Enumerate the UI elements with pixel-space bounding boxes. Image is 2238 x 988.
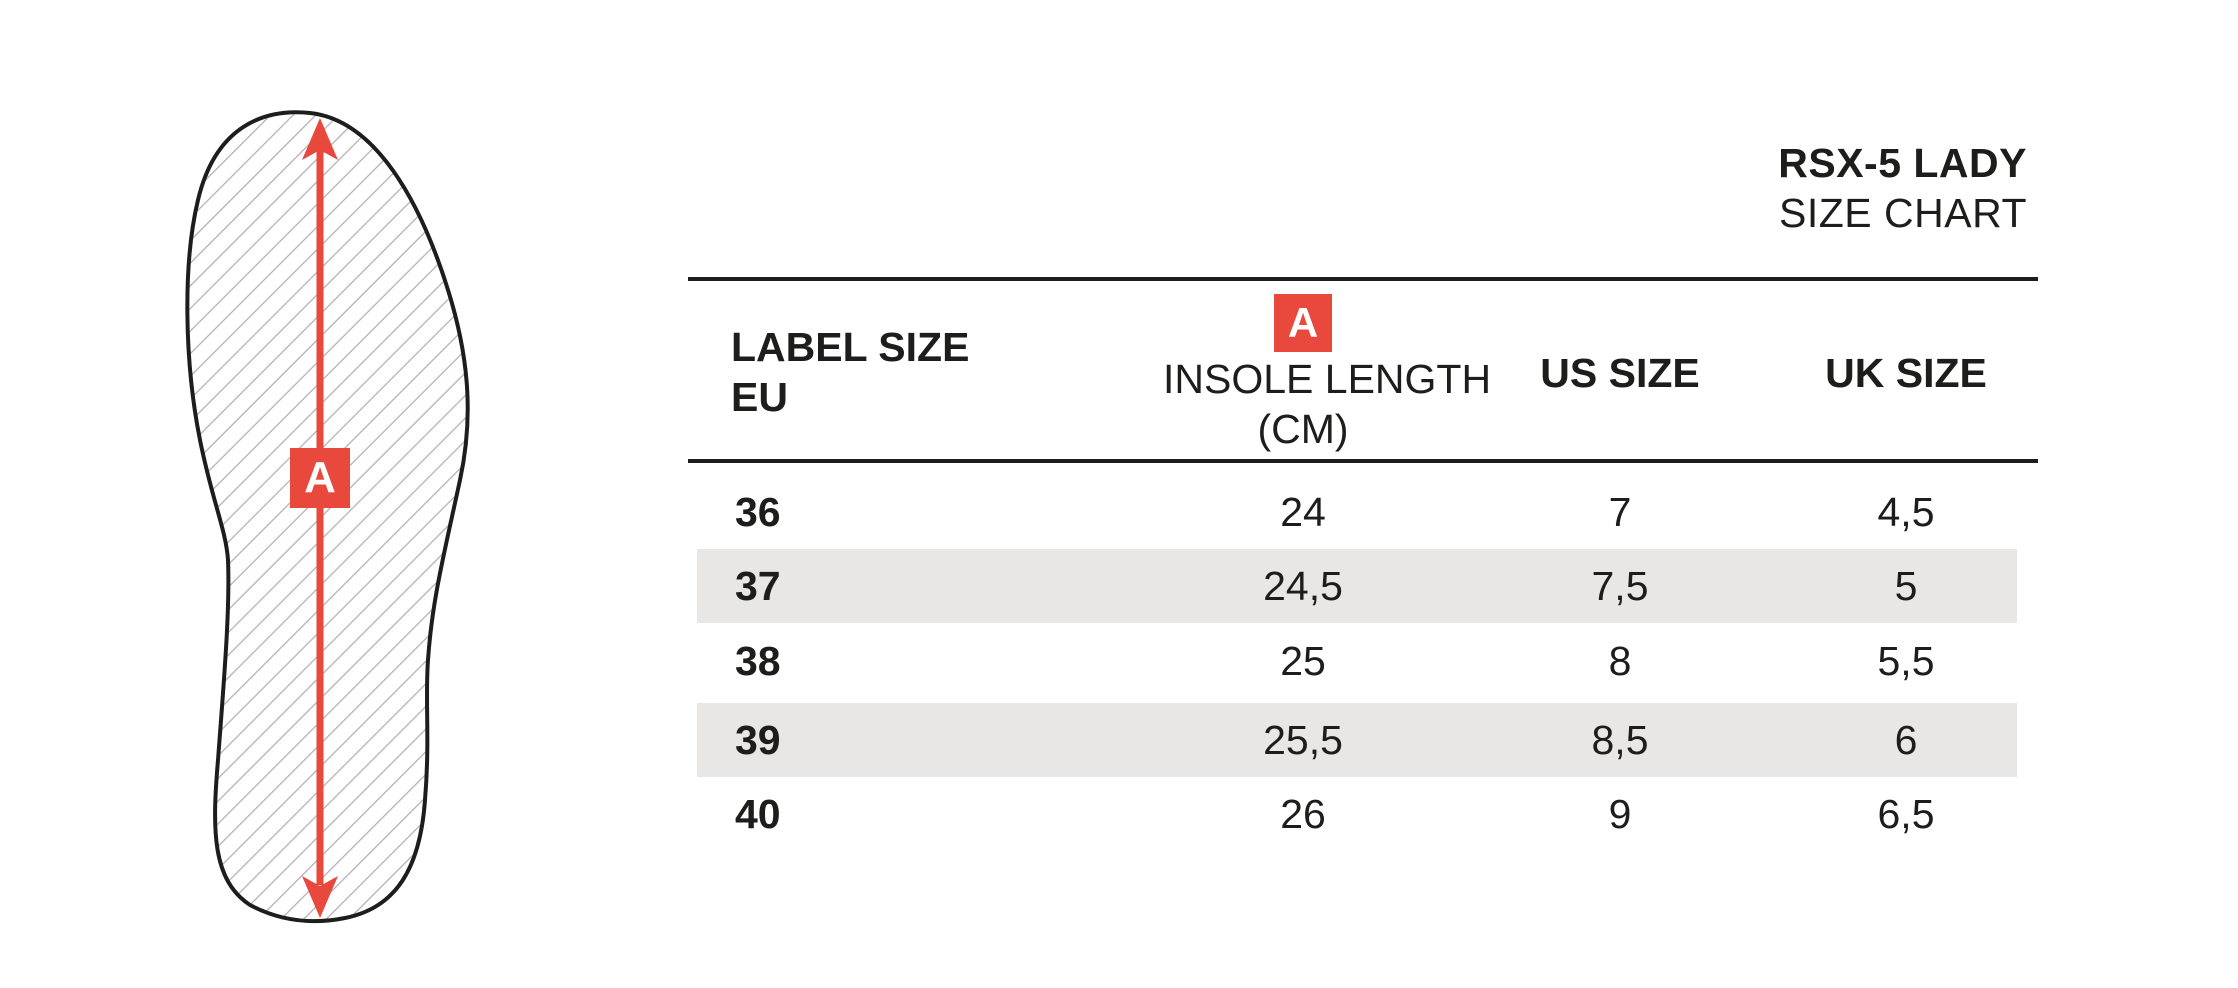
cell-us-size: 8	[1608, 638, 1632, 684]
table-row: 36 24 7 4,5	[697, 475, 2017, 549]
cell-insole-length: 25,5	[1263, 717, 1343, 763]
cell-uk-size: 5,5	[1877, 638, 1935, 684]
marker-a-box	[290, 448, 350, 508]
header-label-size: LABEL SIZE EU	[731, 322, 969, 422]
cell-eu-size: 37	[735, 563, 781, 609]
cell-us-size: 8,5	[1591, 717, 1649, 763]
cell-us-size: 7	[1608, 489, 1632, 535]
product-name: RSX-5 LADY	[1778, 140, 2027, 186]
table-top-rule	[688, 277, 2038, 281]
header-uk-size: UK SIZE	[1825, 350, 1987, 396]
cell-insole-length: 25	[1280, 638, 1326, 684]
cell-eu-size: 38	[735, 638, 781, 684]
table-row: 40 26 9 6,5	[697, 777, 2017, 851]
table-row: 38 25 8 5,5	[697, 624, 2017, 698]
header-insole-unit: (CM)	[1257, 406, 1349, 453]
header-insole-length: A INSOLE LENGTH (CM)	[1163, 294, 1492, 454]
header-us-size: US SIZE	[1540, 350, 1700, 396]
cell-eu-size: 40	[735, 791, 781, 837]
arrow-head-down-icon	[302, 876, 338, 918]
chart-title-block: RSX-5 LADY SIZE CHART	[1778, 138, 2027, 238]
cell-insole-length: 24	[1280, 489, 1326, 535]
insole-outline	[185, 110, 470, 924]
arrow-head-up-icon	[302, 118, 338, 160]
cell-uk-size: 6	[1894, 717, 1918, 763]
table-row: 37 24,5 7,5 5	[697, 549, 2017, 623]
insole-fill	[187, 112, 468, 922]
cell-uk-size: 6,5	[1877, 791, 1935, 837]
cell-eu-size: 36	[735, 489, 781, 535]
cell-uk-size: 5	[1894, 563, 1918, 609]
cell-insole-length: 24,5	[1263, 563, 1343, 609]
cell-eu-size: 39	[735, 717, 781, 763]
header-label-size-line2: EU	[731, 374, 788, 421]
insole-diagram: A	[185, 110, 470, 924]
chart-subtitle: SIZE CHART	[1779, 190, 2027, 237]
header-a-badge: A	[1274, 294, 1332, 352]
header-insole-line1: INSOLE LENGTH	[1163, 356, 1492, 402]
cell-us-size: 9	[1608, 791, 1632, 837]
cell-insole-length: 26	[1280, 791, 1326, 837]
table-row: 39 25,5 8,5 6	[697, 703, 2017, 777]
cell-uk-size: 4,5	[1877, 489, 1935, 535]
header-label-size-line1: LABEL SIZE	[731, 324, 970, 370]
table-header-rule	[688, 459, 2038, 463]
marker-a-label: A	[304, 453, 336, 502]
cell-us-size: 7,5	[1591, 563, 1649, 609]
